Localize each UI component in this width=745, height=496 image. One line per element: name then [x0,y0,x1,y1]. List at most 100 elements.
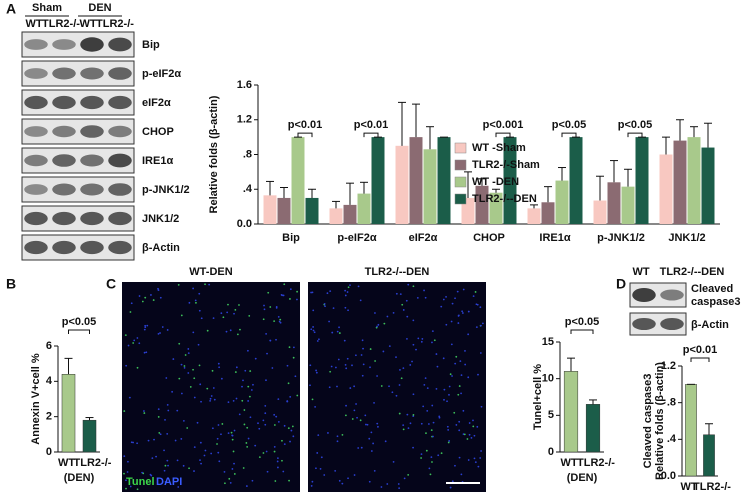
cell-dot [123,410,126,412]
y-tick-label: .4 [667,433,677,445]
cell-dot [459,360,462,363]
cell-dot [166,329,169,331]
cell-dot [281,459,283,462]
blot-row-label: p-eIF2α [142,68,181,80]
legend-swatch [454,193,467,205]
cell-dot [344,414,347,417]
cell-dot [193,396,196,399]
cell-dot [457,322,460,324]
blot-row-label: eIF2α [142,97,171,109]
cell-dot [224,482,226,485]
x-tick-label: eIF2α [409,232,438,244]
cell-dot [217,424,220,426]
cell-dot [406,315,409,318]
cell-dot [147,439,150,442]
x-tick-label: IRE1α [539,232,570,244]
cell-dot [192,368,194,371]
cell-dot [144,296,147,299]
cell-dot [287,382,290,385]
blot-band [80,183,104,196]
cell-dot [262,452,265,454]
blot-band [52,154,76,167]
blot-band [24,68,48,79]
cell-dot [193,470,195,472]
cell-dot [372,442,375,445]
cell-dot [479,457,482,459]
cell-dot [442,298,445,301]
cell-dot [158,432,161,434]
cell-dot [472,295,475,298]
cell-dot [312,326,314,328]
y-tick-label: 1.6 [237,79,252,91]
cell-dot [151,457,154,460]
cell-dot [386,483,389,485]
cell-dot [442,357,445,360]
cell-dot [227,303,229,306]
bar [685,384,697,477]
cell-dot [430,456,433,459]
cell-dot [460,374,463,377]
cell-dot [402,428,405,431]
cell-dot [362,363,365,366]
cell-dot [189,386,192,388]
cell-dot [208,283,211,286]
cell-dot [399,293,402,296]
significance-label: p<0.05 [62,316,97,328]
cell-dot [431,461,433,463]
cell-dot [186,427,189,429]
cell-dot [345,404,347,407]
legend-swatch [454,176,467,188]
cell-dot [210,395,213,397]
cell-dot [123,455,126,458]
cell-dot [247,400,250,402]
cell-dot [440,305,443,308]
bar [423,149,437,224]
cell-dot [166,459,169,462]
cell-dot [328,386,331,389]
legend-swatch [454,142,467,154]
cell-dot [129,311,132,313]
cell-dot [412,414,415,416]
blot-band [108,37,132,52]
cell-dot [425,449,428,452]
cell-dot [409,422,412,425]
cell-dot [164,481,167,483]
cell-dot [327,432,329,434]
cell-dot [309,384,311,387]
cell-dot [472,419,474,422]
cell-dot [315,371,318,374]
cell-dot [247,437,250,440]
cell-dot [174,439,177,442]
blot-band [52,95,76,110]
blot-band [80,37,104,52]
cell-dot [341,433,344,436]
cell-dot [138,342,141,345]
cell-dot [395,356,397,359]
cell-dot [380,486,383,488]
bar [82,419,97,453]
bar [409,137,423,224]
cell-dot [289,395,292,398]
legend-label: TLR2-/--DEN [472,193,537,205]
cell-dot [138,295,141,297]
cell-dot [315,369,317,372]
cell-dot [338,479,341,482]
cell-dot [316,340,319,342]
significance-bracket [570,329,594,334]
cell-dot [323,474,326,476]
cell-dot [198,309,201,312]
cell-dot [206,387,209,390]
cell-dot [238,304,240,306]
blot-row-label: caspase3 [691,296,741,308]
cell-dot [188,301,191,304]
cell-dot [380,385,383,387]
cell-dot [344,363,347,366]
cell-dot [220,312,223,315]
lane-label: WT [79,18,96,30]
cell-dot [446,400,448,403]
cell-dot [249,416,252,419]
cell-dot [475,326,478,329]
cell-dot [420,422,423,425]
blot-band [632,287,656,303]
cell-dot [199,383,202,386]
